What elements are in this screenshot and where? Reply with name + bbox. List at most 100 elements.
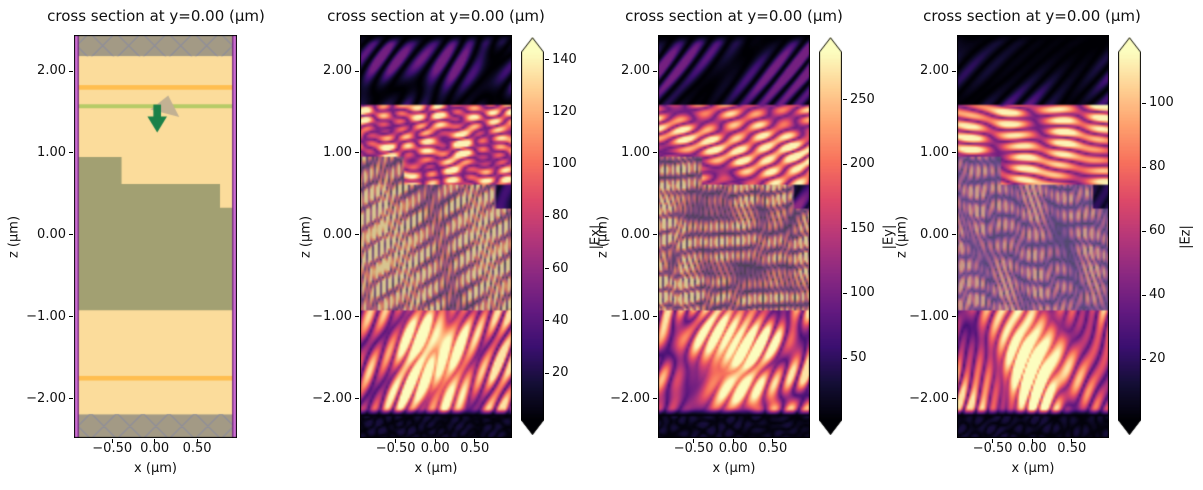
colorbar-tick-label: 80 bbox=[1149, 159, 1166, 175]
y-tick-label: −2.00 bbox=[610, 390, 650, 406]
plot-title: cross section at y=0.00 (μm) bbox=[923, 7, 1141, 25]
structure-axes bbox=[74, 35, 237, 438]
colorbar-tick bbox=[843, 228, 847, 230]
y-tick-label: −1.00 bbox=[26, 308, 66, 324]
x-tick bbox=[772, 439, 774, 443]
y-tick-label: 0.00 bbox=[37, 226, 66, 242]
y-tick bbox=[69, 70, 73, 72]
y-tick bbox=[952, 152, 956, 154]
y-tick-label: −1.00 bbox=[909, 308, 949, 324]
y-tick bbox=[69, 398, 73, 400]
colorbar-tick-label: 40 bbox=[552, 312, 569, 328]
colorbar-tick-label: 20 bbox=[1149, 351, 1166, 367]
x-tick-label: 0.50 bbox=[1057, 441, 1087, 456]
plot-title: cross section at y=0.00 (μm) bbox=[327, 7, 545, 25]
colorbar-tick bbox=[843, 99, 847, 101]
x-tick bbox=[395, 439, 397, 443]
y-tick-label: −1.00 bbox=[312, 308, 352, 324]
x-axis-label: x (μm) bbox=[134, 461, 177, 476]
x-axis-label: x (μm) bbox=[1011, 461, 1055, 476]
colorbar-tick-label: 100 bbox=[850, 285, 875, 301]
y-tick bbox=[69, 152, 73, 154]
x-tick-label: 0.50 bbox=[758, 441, 788, 456]
x-tick bbox=[1031, 439, 1033, 443]
x-tick-label: 0.00 bbox=[140, 441, 170, 456]
colorbar-tick bbox=[545, 268, 549, 270]
colorbar-tick bbox=[545, 320, 549, 322]
x-tick bbox=[434, 439, 436, 443]
y-tick bbox=[952, 70, 956, 72]
y-tick-label: −2.00 bbox=[909, 390, 949, 406]
ez-heatmap-canvas bbox=[957, 35, 1109, 438]
colorbar-tick-label: 60 bbox=[1149, 223, 1166, 239]
ey-heatmap-axes bbox=[658, 35, 810, 438]
colorbar-tick-label: 20 bbox=[552, 365, 569, 381]
colorbar-tick-label: 60 bbox=[552, 260, 569, 276]
colorbar-tick bbox=[545, 215, 549, 217]
colorbar-tick-label: 250 bbox=[850, 91, 875, 107]
x-axis-label: x (μm) bbox=[414, 461, 458, 476]
colorbar-tick bbox=[843, 292, 847, 294]
plot-title: cross section at y=0.00 (μm) bbox=[625, 7, 843, 25]
x-tick-label: −0.50 bbox=[375, 441, 416, 456]
structure-canvas bbox=[74, 35, 237, 438]
x-tick-label: −0.50 bbox=[673, 441, 714, 456]
colorbar-tick bbox=[545, 372, 549, 374]
y-tick-label: 0.00 bbox=[920, 226, 949, 242]
ez-colorbar bbox=[1118, 37, 1141, 435]
x-tick-label: 0.00 bbox=[1017, 441, 1047, 456]
y-tick-label: 0.00 bbox=[621, 226, 650, 242]
colorbar-tick-label: 100 bbox=[552, 156, 577, 172]
ex-heatmap-canvas bbox=[360, 35, 512, 438]
y-tick-label: 2.00 bbox=[621, 63, 650, 79]
y-tick-label: 2.00 bbox=[920, 63, 949, 79]
x-tick-label: 0.00 bbox=[420, 441, 450, 456]
y-tick bbox=[653, 234, 657, 236]
ez-heatmap-axes bbox=[957, 35, 1109, 438]
y-tick bbox=[952, 398, 956, 400]
x-tick-label: −0.50 bbox=[972, 441, 1013, 456]
y-tick-label: 0.00 bbox=[323, 226, 352, 242]
colorbar-tick bbox=[545, 163, 549, 165]
x-tick bbox=[693, 439, 695, 443]
y-tick bbox=[952, 234, 956, 236]
colorbar-tick-label: 140 bbox=[552, 51, 577, 67]
y-tick bbox=[355, 234, 359, 236]
ey-colorbar bbox=[819, 37, 842, 435]
x-tick bbox=[1071, 439, 1073, 443]
x-tick bbox=[111, 439, 113, 443]
y-tick-label: 2.00 bbox=[37, 63, 66, 79]
colorbar-tick bbox=[1142, 294, 1146, 296]
colorbar-tick bbox=[843, 163, 847, 165]
ex-colorbar bbox=[521, 37, 544, 435]
y-tick-label: 1.00 bbox=[621, 144, 650, 160]
ez-colorbar-label: |Ez| bbox=[1178, 224, 1194, 249]
ey-heatmap-canvas bbox=[658, 35, 810, 438]
y-tick bbox=[69, 316, 73, 318]
colorbar-tick bbox=[1142, 358, 1146, 360]
colorbar-tick bbox=[1142, 166, 1146, 168]
y-tick-label: 1.00 bbox=[323, 144, 352, 160]
x-tick bbox=[196, 439, 198, 443]
colorbar-tick bbox=[1142, 102, 1146, 104]
y-tick bbox=[355, 152, 359, 154]
colorbar-tick bbox=[545, 111, 549, 113]
x-tick-label: 0.50 bbox=[182, 441, 212, 456]
y-tick-label: −2.00 bbox=[26, 390, 66, 406]
y-tick bbox=[355, 316, 359, 318]
y-tick-label: 2.00 bbox=[323, 63, 352, 79]
colorbar-tick-label: 50 bbox=[850, 350, 867, 366]
colorbar-tick bbox=[843, 357, 847, 359]
y-tick bbox=[69, 234, 73, 236]
y-tick bbox=[653, 70, 657, 72]
y-tick-label: −1.00 bbox=[610, 308, 650, 324]
colorbar-tick-label: 150 bbox=[850, 220, 875, 236]
x-tick-label: 0.50 bbox=[460, 441, 490, 456]
y-tick bbox=[355, 70, 359, 72]
x-tick bbox=[474, 439, 476, 443]
y-tick-label: 1.00 bbox=[920, 144, 949, 160]
y-tick bbox=[653, 316, 657, 318]
y-tick bbox=[653, 152, 657, 154]
colorbar-tick-label: 120 bbox=[552, 104, 577, 120]
